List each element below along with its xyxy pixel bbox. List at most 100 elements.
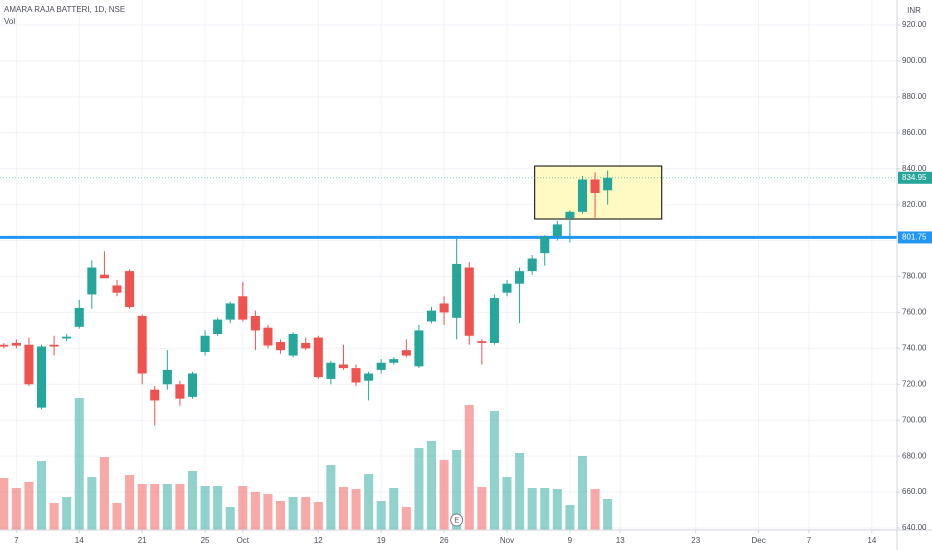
candle-body — [552, 224, 562, 237]
volume-bar — [250, 492, 260, 530]
axes: 640.00 660.00 680.00 700.00 720.00 740.00 760.… — [14, 20, 932, 545]
volume-bar — [376, 501, 386, 530]
last-price-label-bg — [898, 171, 932, 184]
volume-bar — [137, 484, 147, 530]
candle-body — [99, 274, 109, 279]
volume-bar — [112, 503, 122, 530]
volume-bar — [338, 487, 348, 530]
volume-bar — [213, 486, 223, 530]
volume-bar — [74, 398, 84, 530]
candle-body — [125, 271, 135, 308]
volume-bar — [301, 497, 311, 530]
candle-body — [364, 373, 374, 381]
y-tick-label: 660.00 — [902, 487, 927, 496]
volume-bar — [565, 505, 575, 530]
volume-pane — [0, 398, 613, 530]
candle-body — [401, 350, 411, 356]
volume-bar — [502, 477, 512, 530]
candle-body — [11, 342, 21, 346]
candle-body — [263, 327, 273, 346]
y-tick-label: 920.00 — [902, 20, 927, 29]
volume-bar — [577, 456, 588, 530]
y-tick-label: 740.00 — [902, 343, 927, 352]
volume-bar — [401, 507, 411, 530]
volume-bar — [263, 494, 273, 530]
y-tick-label: 820.00 — [902, 200, 927, 209]
candle-body — [464, 267, 474, 336]
volume-bar — [464, 405, 474, 530]
candle-body — [313, 337, 323, 378]
volume-bar — [11, 488, 21, 530]
y-tick-label: 640.00 — [902, 523, 927, 532]
volume-bar — [439, 460, 449, 530]
y-tick-label: 840.00 — [902, 164, 927, 173]
candle-body — [200, 335, 210, 352]
annotations: E — [0, 165, 897, 527]
candle-body — [250, 316, 260, 331]
x-tick-label: 12 — [314, 536, 323, 545]
candle-body — [24, 344, 34, 385]
candle-body — [603, 177, 613, 191]
volume-bar — [288, 497, 298, 530]
y-tick-label: 760.00 — [902, 308, 927, 317]
candle-body — [389, 359, 399, 363]
x-tick-label: 21 — [138, 536, 147, 545]
candle-body — [540, 236, 550, 254]
x-tick-label: Dec — [751, 536, 765, 545]
volume-bar — [225, 507, 235, 530]
candle-body — [0, 344, 9, 347]
volume-bar — [24, 482, 34, 530]
candle-body — [276, 342, 286, 351]
candle-body — [213, 319, 223, 334]
volume-bar — [364, 474, 374, 530]
x-tick-label: Nov — [500, 536, 514, 545]
candle-body — [577, 179, 588, 212]
volume-bar — [452, 450, 462, 530]
support-label-bg — [898, 231, 932, 244]
volume-bar — [414, 448, 424, 530]
candle-body — [225, 303, 235, 320]
candles — [0, 170, 613, 426]
candle-body — [326, 362, 336, 379]
y-tick-label: 720.00 — [902, 379, 927, 388]
candle-body — [175, 384, 185, 399]
last-price-label: 834.95 — [902, 173, 927, 182]
volume-bar — [49, 503, 59, 530]
support-label: 801.75 — [902, 233, 927, 242]
y-tick-label: 700.00 — [902, 415, 927, 424]
volume-bar — [187, 471, 198, 530]
candle-body — [515, 271, 525, 284]
candle-body — [477, 341, 487, 343]
volume-bar — [313, 502, 323, 530]
volume-bar — [162, 484, 172, 530]
volume-bar — [351, 489, 361, 530]
volume-bar — [276, 501, 286, 530]
candle-body — [87, 267, 97, 295]
x-tick-label: 9 — [568, 536, 573, 545]
x-tick-label: 14 — [75, 536, 84, 545]
volume-bar — [238, 486, 248, 530]
candle-body — [112, 285, 122, 293]
candle-body — [288, 333, 298, 356]
candle-body — [351, 368, 361, 383]
candle-body — [414, 330, 424, 367]
volume-bar — [87, 477, 97, 530]
candle-body — [62, 336, 72, 339]
volume-bar — [200, 486, 210, 530]
y-tick-label: 780.00 — [902, 272, 927, 281]
volume-bar — [552, 489, 562, 530]
volume-bar — [326, 465, 336, 530]
candle-body — [376, 362, 386, 370]
volume-bar — [389, 488, 399, 530]
candle-body — [452, 263, 462, 318]
event-marker — [450, 513, 464, 527]
y-tick-label: 860.00 — [902, 128, 927, 137]
candle-body — [137, 316, 147, 374]
event-label: E — [454, 517, 459, 524]
candle-body — [338, 364, 348, 369]
volume-bar — [527, 488, 537, 530]
x-tick-label: 19 — [377, 536, 386, 545]
grid — [0, 0, 897, 530]
x-tick-label: 26 — [440, 536, 449, 545]
